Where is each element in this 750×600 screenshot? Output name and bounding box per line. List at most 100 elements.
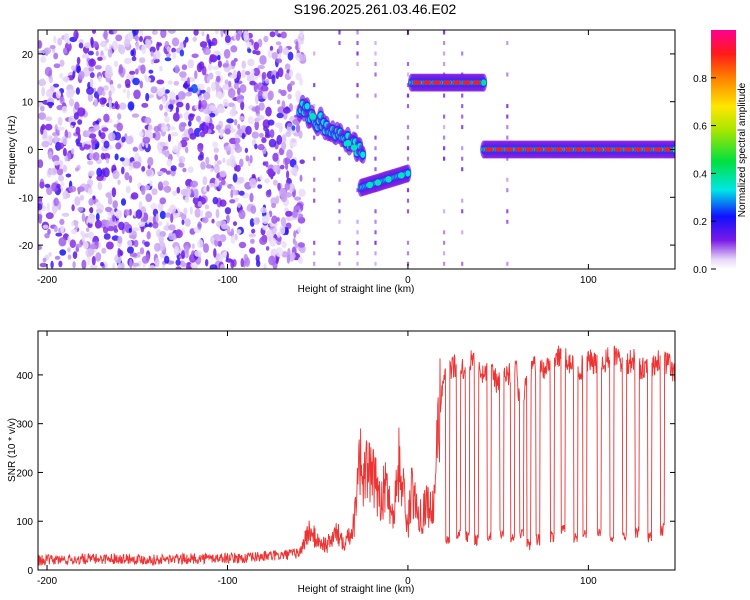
noise-blob bbox=[62, 47, 68, 54]
snr-x-axis-label: Height of straight line (km) bbox=[298, 584, 415, 595]
noise-blob bbox=[198, 95, 203, 101]
noise-blob bbox=[218, 255, 224, 262]
colorbar-tick-label: 0.0 bbox=[693, 265, 707, 276]
noise-blob bbox=[49, 45, 56, 50]
feature-peak bbox=[564, 147, 573, 152]
noise-blob bbox=[207, 63, 213, 71]
snr-x-ticks: -200 -100 0 100 bbox=[37, 331, 597, 587]
noise-blob bbox=[65, 173, 72, 178]
artifact-mark bbox=[461, 156, 464, 161]
noise-blob bbox=[91, 255, 96, 266]
noise-blob bbox=[281, 134, 287, 144]
noise-blob bbox=[208, 39, 212, 49]
noise-blob bbox=[299, 53, 307, 62]
noise-blob bbox=[181, 250, 185, 259]
noise-blob bbox=[128, 227, 132, 233]
artifact-mark bbox=[374, 219, 377, 224]
feature-peak bbox=[374, 179, 382, 186]
noise-blob bbox=[149, 46, 156, 53]
feature-band bbox=[304, 103, 310, 110]
noise-blob bbox=[77, 133, 81, 143]
noise-blob bbox=[148, 216, 153, 222]
noise-blob bbox=[253, 67, 260, 77]
noise-blob bbox=[192, 36, 197, 42]
noise-blob bbox=[184, 110, 190, 121]
noise-blob bbox=[270, 197, 278, 206]
noise-blob bbox=[277, 231, 281, 238]
noise-blob bbox=[297, 242, 305, 248]
noise-blob bbox=[82, 241, 89, 250]
noise-blob bbox=[88, 170, 95, 177]
noise-blob bbox=[179, 49, 185, 57]
noise-blob bbox=[222, 98, 229, 107]
noise-blob bbox=[60, 181, 65, 187]
noise-blob bbox=[187, 77, 190, 85]
noise-blob bbox=[66, 192, 71, 199]
noise-blob bbox=[235, 164, 241, 172]
noise-blob bbox=[298, 130, 303, 139]
noise-blob bbox=[67, 40, 71, 45]
feature-peak bbox=[344, 139, 352, 147]
noise-blob bbox=[120, 198, 127, 206]
noise-blob bbox=[206, 75, 210, 84]
noise-blob bbox=[165, 170, 172, 175]
noise-blob bbox=[84, 42, 91, 49]
noise-blob bbox=[75, 243, 83, 248]
noise-blob bbox=[167, 30, 176, 34]
spectrogram-x-axis-label: Height of straight line (km) bbox=[298, 284, 415, 295]
noise-blob bbox=[290, 80, 295, 86]
noise-blob bbox=[199, 41, 208, 48]
noise-blob bbox=[156, 170, 165, 176]
artifact-mark bbox=[374, 51, 377, 56]
noise-blob bbox=[213, 164, 220, 174]
noise-blob bbox=[101, 127, 109, 132]
feature-peak bbox=[554, 147, 563, 152]
artifact-mark bbox=[374, 62, 377, 66]
noise-blob bbox=[161, 122, 166, 128]
noise-blob bbox=[135, 42, 140, 51]
noise-blob bbox=[255, 50, 261, 56]
noise-blob bbox=[295, 123, 301, 133]
noise-blob bbox=[208, 183, 216, 188]
noise-blob bbox=[112, 262, 116, 269]
noise-blob bbox=[263, 35, 269, 43]
noise-blob bbox=[175, 106, 179, 114]
noise-blob bbox=[169, 91, 176, 101]
noise-blob bbox=[145, 38, 149, 49]
noise-blob bbox=[282, 107, 291, 114]
noise-blob bbox=[92, 41, 99, 48]
noise-blob bbox=[232, 221, 238, 227]
noise-blob bbox=[108, 90, 112, 98]
noise-blob bbox=[173, 80, 180, 86]
noise-blob bbox=[98, 75, 102, 83]
noise-blob bbox=[290, 252, 296, 260]
y-tick-label: 200 bbox=[16, 468, 33, 479]
noise-blob bbox=[204, 204, 210, 210]
noise-blob bbox=[168, 232, 175, 241]
artifact-mark bbox=[313, 104, 316, 109]
noise-blob bbox=[291, 125, 296, 131]
noise-blob bbox=[44, 116, 53, 122]
noise-blob bbox=[287, 248, 291, 257]
noise-blob bbox=[145, 193, 153, 203]
artifact-mark bbox=[374, 251, 377, 256]
noise-blob bbox=[172, 112, 180, 122]
noise-blob bbox=[72, 71, 76, 79]
noise-blob bbox=[69, 239, 77, 248]
x-tick-label: 100 bbox=[580, 275, 597, 286]
noise-blob bbox=[299, 174, 303, 182]
feature-peak bbox=[422, 80, 431, 85]
noise-blob bbox=[213, 248, 217, 258]
noise-blob bbox=[148, 69, 154, 74]
noise-blob bbox=[74, 196, 81, 206]
noise-blob bbox=[68, 98, 75, 107]
noise-blob bbox=[110, 83, 114, 90]
noise-blob bbox=[57, 116, 63, 126]
artifact-mark bbox=[356, 93, 359, 98]
noise-blob bbox=[280, 217, 287, 227]
noise-blob bbox=[246, 41, 252, 48]
noise-blob bbox=[123, 39, 131, 47]
noise-blob bbox=[265, 161, 269, 168]
noise-blob bbox=[115, 34, 123, 42]
noise-blob bbox=[269, 129, 275, 138]
